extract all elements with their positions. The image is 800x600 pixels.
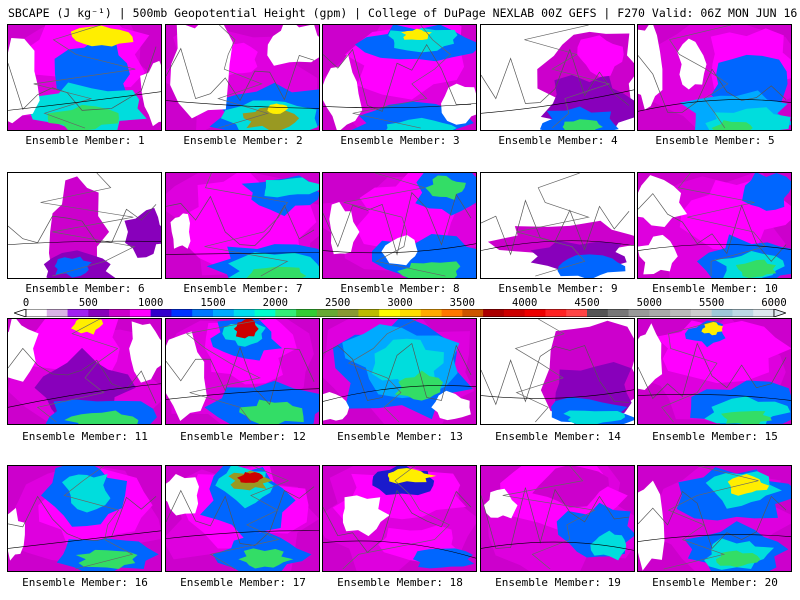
colorbar-swatch [483,309,505,317]
colorbar-swatch [670,309,692,317]
ensemble-member-label: Ensemble Member: 13 [337,430,463,443]
colorbar-swatch [192,309,214,317]
ensemble-member-map [7,465,162,572]
colorbar-tick-label: 1000 [138,297,164,309]
ensemble-member-map [7,24,162,131]
colorbar-swatch [587,309,609,317]
colorbar-tick-label: 2500 [325,297,351,309]
colorbar-swatch [171,309,193,317]
ensemble-member-map [322,465,477,572]
ensemble-member-map [165,172,320,279]
colorbar-tick-label: 4000 [512,297,538,309]
ensemble-member-label: Ensemble Member: 12 [180,430,306,443]
colorbar-swatch [400,309,422,317]
map-title: SBCAPE (J kg⁻¹) | 500mb Geopotential Hei… [8,6,800,20]
colorbar-swatch [503,309,526,317]
ensemble-member-map [637,172,792,279]
ensemble-member-label: Ensemble Member: 10 [652,282,778,295]
ensemble-member-label: Ensemble Member: 14 [495,430,621,443]
ensemble-member-label: Ensemble Member: 9 [498,282,618,295]
ensemble-member-map [165,465,320,572]
colorbar-swatch [441,309,463,317]
colorbar-swatch [545,309,567,317]
sbcape-colorbar [14,309,786,317]
colorbar-swatch [420,309,443,317]
colorbar-swatch [88,309,110,317]
ensemble-member-label: Ensemble Member: 3 [340,134,460,147]
colorbar-swatch [379,309,401,317]
ensemble-member-map [165,318,320,425]
ensemble-member-label: Ensemble Member: 6 [25,282,145,295]
colorbar-swatch [46,309,69,317]
ensemble-member-map [480,24,635,131]
colorbar-swatch [296,309,318,317]
colorbar-swatch [233,309,256,317]
ensemble-member-label: Ensemble Member: 18 [337,576,463,589]
colorbar-swatch [753,309,775,317]
colorbar-swatch [254,309,276,317]
colorbar-swatch [109,309,131,317]
colorbar-swatch [462,309,484,317]
colorbar-arrow-left [14,309,27,317]
ensemble-member-label: Ensemble Member: 16 [22,576,148,589]
ensemble-member-label: Ensemble Member: 2 [183,134,303,147]
colorbar-tick-label: 6000 [761,297,787,309]
ensemble-member-map [637,318,792,425]
ensemble-member-label: Ensemble Member: 7 [183,282,303,295]
ensemble-member-label: Ensemble Member: 17 [180,576,306,589]
colorbar-swatch [275,309,297,317]
ensemble-member-map [637,465,792,572]
colorbar-swatch [316,309,339,317]
colorbar-tick-label: 5500 [699,297,725,309]
ensemble-member-map [7,172,162,279]
ensemble-member-label: Ensemble Member: 15 [652,430,778,443]
colorbar-swatch [129,309,152,317]
colorbar-swatch [711,309,733,317]
colorbar-swatch [67,309,89,317]
colorbar-swatch [213,309,235,317]
ensemble-member-map [322,24,477,131]
ensemble-member-label: Ensemble Member: 8 [340,282,460,295]
colorbar-swatch [649,309,671,317]
colorbar-tick-label: 3000 [387,297,413,309]
colorbar-tick-label: 1500 [200,297,226,309]
colorbar-swatch [337,309,359,317]
ensemble-member-label: Ensemble Member: 19 [495,576,621,589]
ensemble-member-map [637,24,792,131]
colorbar-swatch [524,309,546,317]
colorbar-swatch [150,309,172,317]
colorbar-swatch [26,309,48,317]
colorbar-tick-label: 500 [78,297,98,309]
ensemble-member-map [322,318,477,425]
colorbar-swatch [607,309,630,317]
colorbar-tick-label: 4500 [574,297,600,309]
ensemble-member-map [165,24,320,131]
colorbar-tick-label: 3500 [449,297,475,309]
colorbar-swatch [566,309,588,317]
ensemble-member-map [480,465,635,572]
colorbar-tick-label: 2000 [262,297,288,309]
ensemble-member-label: Ensemble Member: 5 [655,134,775,147]
ensemble-member-label: Ensemble Member: 4 [498,134,618,147]
colorbar-swatch [358,309,380,317]
ensemble-member-map [480,172,635,279]
colorbar-arrow-right [773,309,786,317]
ensemble-member-label: Ensemble Member: 20 [652,576,778,589]
colorbar-tick-label: 0 [22,297,30,309]
ensemble-member-map [480,318,635,425]
colorbar-swatch [732,309,754,317]
ensemble-member-map [7,318,162,425]
colorbar-tick-label: 5000 [636,297,662,309]
ensemble-member-label: Ensemble Member: 1 [25,134,145,147]
ensemble-member-label: Ensemble Member: 11 [22,430,148,443]
ensemble-member-map [322,172,477,279]
colorbar-swatch [628,309,650,317]
colorbar-swatch [690,309,713,317]
